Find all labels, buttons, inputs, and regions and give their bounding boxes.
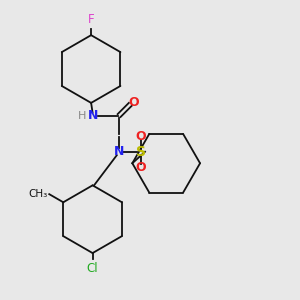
Text: CH₃: CH₃ bbox=[28, 189, 48, 199]
Text: F: F bbox=[88, 13, 94, 26]
Text: N: N bbox=[114, 145, 124, 158]
Text: H: H bbox=[78, 110, 86, 121]
Text: O: O bbox=[136, 130, 146, 143]
Text: O: O bbox=[128, 96, 139, 110]
Text: O: O bbox=[136, 161, 146, 174]
Text: S: S bbox=[136, 145, 146, 159]
Text: Cl: Cl bbox=[87, 262, 98, 275]
Text: N: N bbox=[88, 109, 99, 122]
